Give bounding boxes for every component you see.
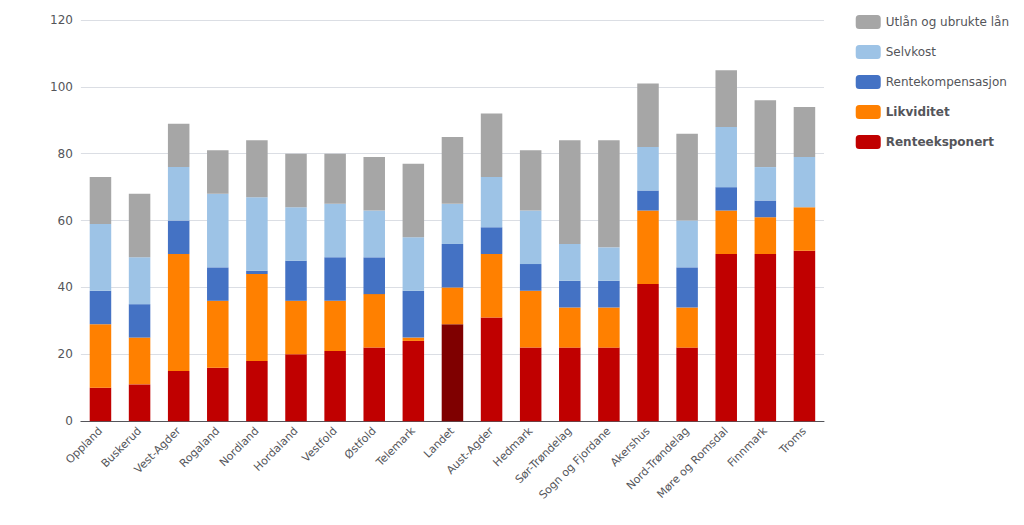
svg-text:Rentekompensasjon: Rentekompensasjon bbox=[886, 75, 1007, 89]
svg-text:Hedmark: Hedmark bbox=[490, 424, 536, 470]
svg-text:Selvkost: Selvkost bbox=[886, 45, 937, 59]
svg-text:Møre og Romsdal: Møre og Romsdal bbox=[654, 425, 730, 501]
svg-text:Akershus: Akershus bbox=[608, 424, 653, 470]
svg-text:0: 0 bbox=[65, 414, 73, 428]
svg-text:100: 100 bbox=[50, 80, 73, 94]
svg-text:Nordland: Nordland bbox=[217, 424, 262, 470]
svg-text:20: 20 bbox=[58, 347, 73, 361]
svg-text:Rogaland: Rogaland bbox=[177, 425, 222, 470]
svg-text:Buskerud: Buskerud bbox=[98, 424, 145, 471]
svg-text:40: 40 bbox=[58, 280, 73, 294]
svg-text:Oppland: Oppland bbox=[63, 424, 106, 467]
svg-text:Finnmark: Finnmark bbox=[725, 424, 771, 470]
svg-text:120: 120 bbox=[50, 13, 73, 27]
svg-text:Troms: Troms bbox=[776, 424, 809, 457]
svg-text:Renteeksponert: Renteeksponert bbox=[886, 135, 994, 149]
svg-text:Vestfold: Vestfold bbox=[299, 425, 339, 465]
svg-text:60: 60 bbox=[58, 214, 73, 228]
svg-text:80: 80 bbox=[58, 147, 73, 161]
svg-text:Likviditet: Likviditet bbox=[886, 105, 950, 119]
svg-text:Utlån og ubrukte lån: Utlån og ubrukte lån bbox=[886, 15, 1009, 29]
svg-text:Landet: Landet bbox=[421, 424, 457, 460]
svg-text:Østfold: Østfold bbox=[342, 425, 379, 462]
svg-text:Aust-Agder: Aust-Agder bbox=[444, 424, 497, 477]
svg-text:Hordaland: Hordaland bbox=[251, 425, 300, 474]
svg-text:Vest-Agder: Vest-Agder bbox=[132, 424, 184, 476]
svg-text:Sør-Trøndelag: Sør-Trøndelag bbox=[512, 424, 575, 487]
svg-text:Sogn og Fjordane: Sogn og Fjordane bbox=[536, 424, 613, 501]
svg-text:Nord-Trøndelag: Nord-Trøndelag bbox=[623, 424, 692, 493]
svg-text:Telemark: Telemark bbox=[373, 424, 419, 470]
